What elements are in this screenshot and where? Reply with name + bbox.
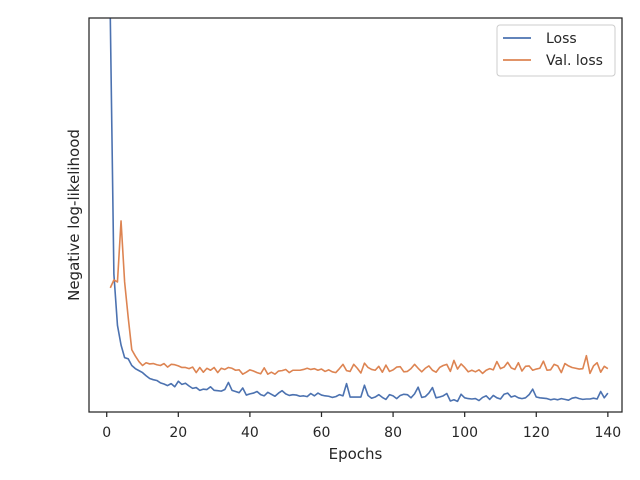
series-line-loss [109,17,609,403]
x-axis: 0 20 40 60 80 100 120 140 [102,412,621,441]
legend: Loss Val. loss [496,24,616,77]
plot-background [89,18,622,412]
x-tick-label: 140 [594,425,621,441]
y-axis-title: Negative log-likelihood [65,129,83,301]
x-tick-label: 100 [451,425,478,441]
plot-frame [88,17,623,413]
x-tick-label: 120 [523,425,550,441]
x-tick-label: 40 [241,425,259,441]
x-tick-label: 20 [169,425,187,441]
plot-area [88,17,623,413]
x-tick-label: 0 [102,425,111,441]
x-tick-label: 60 [313,425,331,441]
series-line-val-loss [109,220,609,375]
legend-label-val-loss: Val. loss [546,53,603,69]
x-axis-title: Epochs [329,445,383,463]
x-tick-label: 80 [384,425,402,441]
series-group [109,17,609,403]
legend-label-loss: Loss [546,31,577,47]
